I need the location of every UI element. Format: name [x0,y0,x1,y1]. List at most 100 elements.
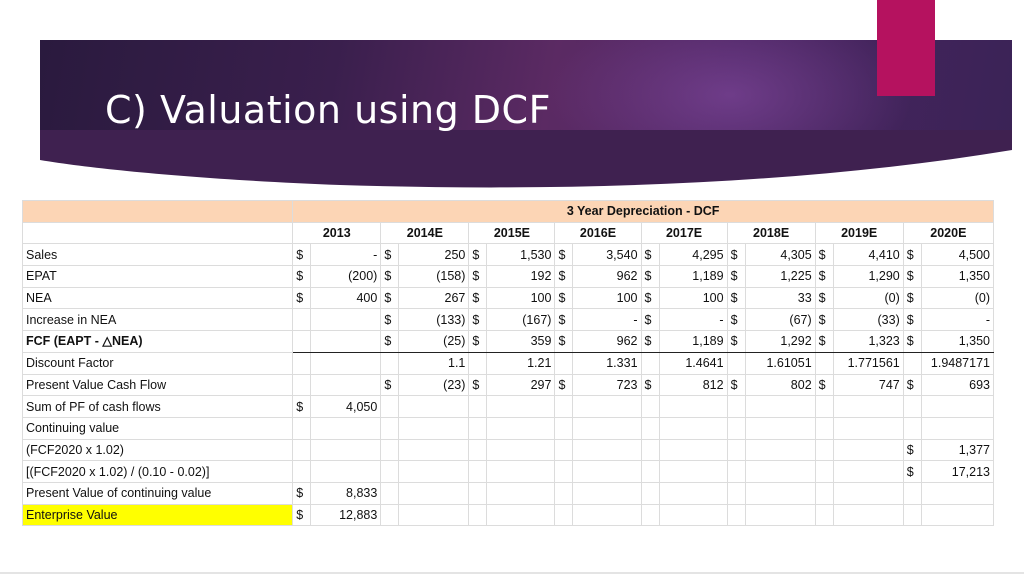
value-cell: 1,225 [744,265,816,288]
currency-symbol: $ [468,265,488,288]
currency-symbol: $ [902,330,922,353]
currency-symbol: $ [726,243,746,267]
currency-symbol [468,503,488,527]
value-cell: 1.331 [572,351,642,375]
value-cell [572,395,642,418]
currency-symbol [554,481,574,505]
currency-symbol: $ [292,243,312,267]
value-cell: 100 [658,286,728,310]
value-cell: 4,050 [310,395,382,418]
currency-symbol [640,395,660,418]
value-cell [572,503,642,527]
value-cell [310,330,382,353]
currency-symbol: $ [902,460,922,483]
value-cell: 693 [920,373,995,397]
currency-symbol [292,416,312,440]
value-cell [310,351,382,375]
value-cell: 4,305 [744,243,816,267]
value-cell: 359 [486,330,556,353]
table-row: (FCF2020 x 1.02) $1,377 [21,438,995,462]
footer-divider [0,572,1024,574]
currency-symbol: $ [814,330,834,353]
currency-symbol: $ [640,373,660,397]
table-row: EPAT $ (200) $ (158) $192 $962 $1,189 $1,225 $1,2… [21,265,995,288]
currency-symbol [814,503,834,527]
slide-title: C) Valuation using DCF [105,88,551,132]
value-cell [744,438,816,462]
currency-symbol: $ [468,308,488,332]
currency-symbol: $ [814,265,834,288]
currency-symbol [726,481,746,505]
year-header: 2014E [380,221,470,245]
currency-symbol [292,308,312,332]
currency-symbol: $ [554,373,574,397]
accent-bar [877,0,935,96]
value-cell: 1,350 [920,265,995,288]
currency-symbol [468,416,488,440]
currency-symbol [468,395,488,418]
currency-symbol: $ [292,481,312,505]
value-cell: - [572,308,642,332]
row-label: (FCF2020 x 1.02) [21,438,294,462]
table-row: Sales $ - $250 $1,530 $3,540 $4,295 $4,305 $4,41… [21,243,995,267]
currency-symbol: $ [814,286,834,310]
currency-symbol: $ [640,243,660,267]
table-row: Continuing value [21,416,995,440]
currency-symbol [380,481,400,505]
value-cell: 4,410 [832,243,904,267]
currency-symbol: $ [380,243,400,267]
year-header: 2015E [468,221,556,245]
table-row: [(FCF2020 x 1.02) / (0.10 - 0.02)] $17,21… [21,460,995,483]
value-cell: 100 [572,286,642,310]
row-label: NEA [21,286,294,310]
currency-symbol: $ [726,373,746,397]
row-label: Increase in NEA [21,308,294,332]
currency-symbol [640,351,660,375]
value-cell: 1,350 [920,330,995,353]
value-cell [658,416,728,440]
currency-symbol: $ [554,243,574,267]
value-cell [310,438,382,462]
value-cell [398,395,470,418]
value-cell: 250 [398,243,470,267]
currency-symbol [640,503,660,527]
value-cell: 723 [572,373,642,397]
row-label: Present Value of continuing value [21,481,294,505]
currency-symbol: $ [814,243,834,267]
value-cell [398,460,470,483]
value-cell: 1,292 [744,330,816,353]
value-cell [658,481,728,505]
value-cell [832,503,904,527]
currency-symbol [292,373,312,397]
value-cell [744,395,816,418]
year-header-row: 2013 2014E 2015E 2016E 2017E 2018E 2019E… [21,221,995,245]
value-cell: 100 [486,286,556,310]
currency-symbol [640,481,660,505]
value-cell [572,460,642,483]
value-cell [486,481,556,505]
value-cell: 267 [398,286,470,310]
currency-symbol [292,330,312,353]
currency-symbol: $ [468,286,488,310]
currency-symbol: $ [380,286,400,310]
currency-symbol [640,416,660,440]
table-row: Increase in NEA $ (133) $ (167) $ - $ - $ (67) $ (33… [21,308,995,332]
value-cell [920,416,995,440]
value-cell: 1,290 [832,265,904,288]
row-label: Sum of PF of cash flows [21,395,294,418]
row-label: Enterprise Value [21,503,294,527]
value-cell [398,481,470,505]
value-cell [572,438,642,462]
value-cell [832,481,904,505]
value-cell [832,395,904,418]
value-cell: 747 [832,373,904,397]
currency-symbol: $ [640,308,660,332]
row-label: EPAT [21,265,294,288]
currency-symbol: $ [554,330,574,353]
value-cell: 1.1 [398,351,470,375]
row-label: Discount Factor [21,351,294,375]
value-cell: 1.771561 [832,351,904,375]
value-cell: 1,377 [920,438,995,462]
row-label: [(FCF2020 x 1.02) / (0.10 - 0.02)] [21,460,294,483]
currency-symbol: $ [902,373,922,397]
